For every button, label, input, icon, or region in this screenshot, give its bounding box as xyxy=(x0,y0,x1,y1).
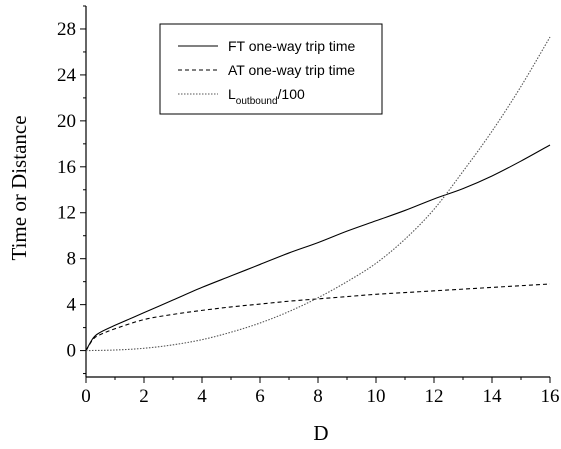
series-line-1 xyxy=(85,144,551,351)
series-line-2 xyxy=(85,283,551,351)
y-tick-label: 0 xyxy=(67,341,77,362)
x-tick-label: 12 xyxy=(425,386,444,407)
x-tick-label: 8 xyxy=(313,386,323,407)
x-tick-label: 2 xyxy=(139,386,149,407)
series-lines xyxy=(85,36,551,352)
legend-label-1: FT one-way trip time xyxy=(228,38,356,54)
y-tick-label: 16 xyxy=(57,157,76,178)
legend: FT one-way trip time AT one-way trip time… xyxy=(159,23,383,115)
y-axis-title: Time or Distance xyxy=(7,115,31,260)
x-tick-label: 6 xyxy=(255,386,265,407)
x-tick-label: 0 xyxy=(81,386,91,407)
legend-label-3: Loutbound/100 xyxy=(228,86,305,107)
y-tick-label: 4 xyxy=(67,295,77,316)
legend-label-2: AT one-way trip time xyxy=(228,62,355,78)
legend-box xyxy=(159,23,383,115)
y-tick-label: 20 xyxy=(57,111,76,132)
x-axis-title: D xyxy=(313,421,328,445)
x-tick-label: 10 xyxy=(367,386,386,407)
y-tick-label: 12 xyxy=(57,203,76,224)
series-line-3 xyxy=(85,36,551,352)
y-tick-label: 8 xyxy=(67,249,77,270)
x-tick-label: 14 xyxy=(483,386,503,407)
x-tick-label: 4 xyxy=(197,386,207,407)
x-tick-label: 16 xyxy=(541,386,560,407)
y-tick-label: 24 xyxy=(57,65,77,86)
y-tick-label: 28 xyxy=(57,19,76,40)
